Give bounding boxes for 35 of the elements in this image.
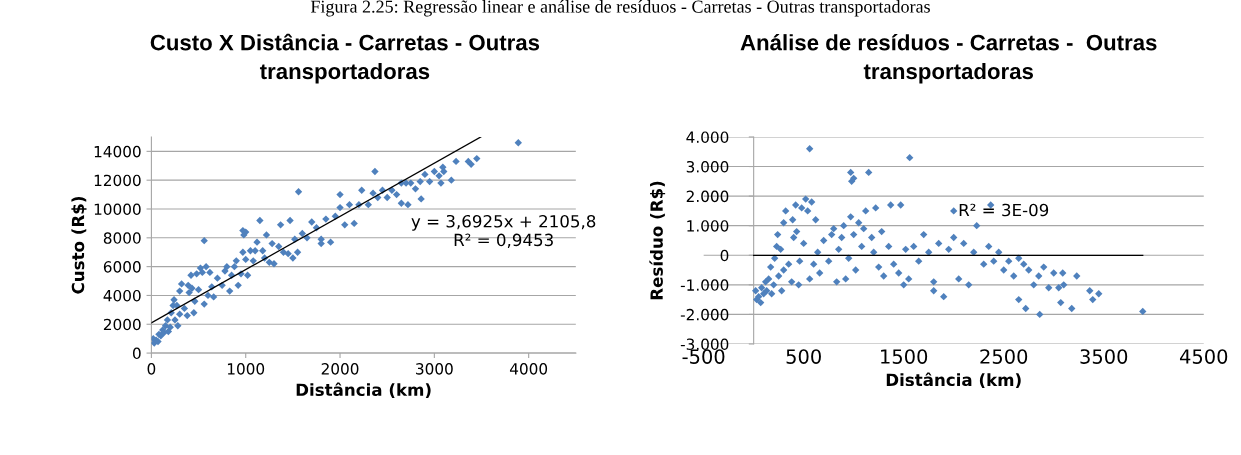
y-tick-label: 10000: [94, 203, 141, 216]
x-tick-label: 1500: [881, 349, 928, 364]
y-tick-label: 14000: [94, 145, 141, 158]
x-tick-label: 0: [147, 363, 156, 375]
y-tick-label: 12000: [94, 174, 141, 187]
x-tick-label: 1000: [227, 363, 265, 375]
text: Figura 2.25: Regressão linear e análise de resíduos - Carretas - Outras transportadoras: [310, 0, 930, 17]
y-axis-title: Resíduo (R$): [649, 181, 666, 300]
x-tick-label: 3500: [1080, 349, 1128, 364]
annotation: y = 3,6925x + 2105,8 R² = 0,9453: [411, 214, 596, 248]
x-tick-label: 2000: [321, 363, 359, 375]
y-tick-label: 0: [720, 249, 729, 262]
x-tick-label: 4000: [509, 363, 548, 375]
x-tick-label: 3000: [416, 363, 453, 375]
y-tick-label: 6000: [103, 261, 141, 273]
y-tick-label: 4.000: [686, 131, 729, 143]
y-axis-title: Custo (R$): [71, 197, 87, 294]
y-tick-label: 3.000: [686, 161, 729, 173]
y-tick-label: 8000: [103, 232, 141, 244]
y-tick-label: -3.000: [680, 338, 729, 350]
y-tick-label: 1.000: [687, 220, 729, 232]
x-axis-title: Distância (km): [296, 382, 431, 399]
x-tick-label: 2500: [980, 349, 1028, 364]
chart-title: Custo X Distância - Carretas - Outras transportadoras: [150, 33, 540, 84]
x-tick-label: 4500: [1179, 349, 1228, 364]
x-axis-title: Distância (km): [886, 372, 1021, 389]
y-tick-label: -1.000: [680, 279, 729, 291]
x-tick-label: 500: [786, 349, 821, 364]
y-tick-label: 2000: [103, 318, 141, 331]
y-tick-label: -2.000: [680, 308, 729, 321]
y-tick-label: 4000: [103, 289, 141, 302]
y-tick-label: 2.000: [686, 190, 729, 203]
annotation: R² = 3E-09: [959, 203, 1049, 217]
chart-title: Análise de resíduos - Carretas - Outras transportadoras: [740, 33, 1157, 84]
x-tick-label: -500: [682, 349, 725, 364]
